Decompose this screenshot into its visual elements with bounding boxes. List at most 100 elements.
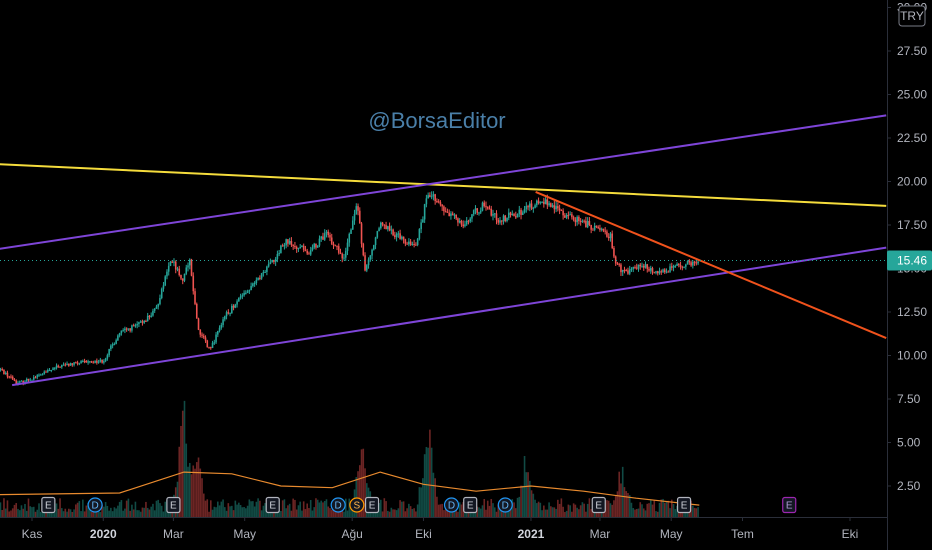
candle (295, 245, 298, 253)
candle (204, 335, 207, 343)
volume-bar (164, 501, 167, 517)
candle (174, 260, 177, 274)
earnings-marker[interactable]: E (782, 496, 797, 514)
volume-bar (71, 511, 74, 517)
volume-bar (520, 485, 522, 517)
time-tick-label: Eki (842, 527, 859, 541)
candle (64, 362, 67, 367)
candle (474, 205, 477, 215)
candle (532, 206, 535, 213)
candle (294, 241, 296, 250)
earnings-marker[interactable]: E (463, 496, 478, 514)
candle (648, 266, 650, 272)
candle (211, 340, 214, 349)
trendline[interactable] (0, 114, 887, 250)
candle (692, 260, 694, 269)
candle (467, 219, 470, 225)
volume-bar (229, 506, 231, 517)
volume-bar (287, 505, 289, 517)
candle (39, 373, 42, 376)
candle (613, 245, 615, 259)
volume-bar (634, 509, 636, 517)
candle (311, 244, 314, 252)
candle (404, 238, 407, 247)
trendlines[interactable] (0, 114, 887, 387)
volume-bar (648, 503, 650, 517)
candle (90, 360, 93, 363)
earnings-marker[interactable]: E (591, 496, 606, 514)
dividend-marker[interactable]: D (497, 497, 513, 513)
dividend-marker[interactable]: D (87, 497, 103, 513)
candle (500, 220, 503, 226)
split-marker[interactable]: S (349, 497, 365, 513)
volume-bar (667, 500, 670, 517)
earnings-marker[interactable]: E (265, 496, 280, 514)
candle (71, 363, 74, 367)
candle (290, 237, 293, 247)
candle (76, 360, 79, 366)
candle (208, 346, 210, 349)
earnings-marker[interactable]: E (364, 496, 380, 514)
dividend-marker[interactable]: D (443, 497, 460, 513)
volume-bar (31, 507, 33, 517)
trendline[interactable] (11, 246, 887, 387)
candle (181, 278, 184, 285)
volume-bar (25, 510, 28, 517)
marker-label: D (448, 501, 455, 512)
candle (343, 253, 345, 261)
earnings-marker[interactable]: E (166, 496, 181, 514)
volume-bar (670, 499, 673, 517)
candle (374, 236, 377, 250)
candle (358, 207, 361, 224)
candle (455, 214, 457, 221)
candle (388, 222, 391, 232)
candle (157, 303, 160, 310)
time-axis[interactable]: Kas 2020 Mar May Ağu Eki 2021 Mar May Tem Eki (22, 517, 859, 541)
volume-bar (315, 498, 317, 517)
volume-bar (380, 499, 382, 517)
candle (269, 258, 272, 265)
candle (118, 332, 121, 338)
volume-bar (578, 509, 580, 517)
volume-bar (415, 511, 417, 517)
trendline[interactable] (0, 163, 887, 207)
trendline[interactable] (535, 191, 887, 340)
dividend-marker[interactable]: D (330, 497, 346, 513)
candle (381, 221, 384, 227)
volume-bar (199, 468, 202, 517)
candle (583, 219, 585, 224)
candle (38, 373, 40, 377)
candle (437, 199, 440, 204)
candle (590, 224, 592, 234)
candle (504, 214, 507, 223)
candle (378, 226, 380, 232)
candle (415, 242, 417, 246)
candle (274, 256, 277, 266)
candle (285, 238, 287, 249)
candle (336, 245, 338, 251)
currency-badge[interactable]: TRY (898, 5, 926, 27)
candle (115, 338, 117, 345)
candle (418, 228, 421, 241)
volume-bar (392, 509, 394, 517)
volume-bar (537, 501, 540, 517)
volume-bar (395, 510, 398, 517)
price-tick-label: 12.50 (897, 305, 927, 319)
candle (246, 289, 249, 294)
earnings-marker[interactable]: E (41, 496, 56, 514)
volume-bar (202, 493, 205, 517)
candle (241, 293, 244, 300)
candle (148, 315, 151, 320)
volume-bar (211, 509, 214, 517)
candle (45, 370, 47, 373)
earnings-marker[interactable]: E (676, 496, 692, 514)
candle (597, 225, 599, 230)
candle (578, 215, 580, 225)
time-tick-label: Tem (731, 527, 754, 541)
candle (641, 262, 643, 268)
candle (490, 205, 493, 217)
volume-bar (621, 466, 624, 517)
candle (124, 326, 126, 334)
